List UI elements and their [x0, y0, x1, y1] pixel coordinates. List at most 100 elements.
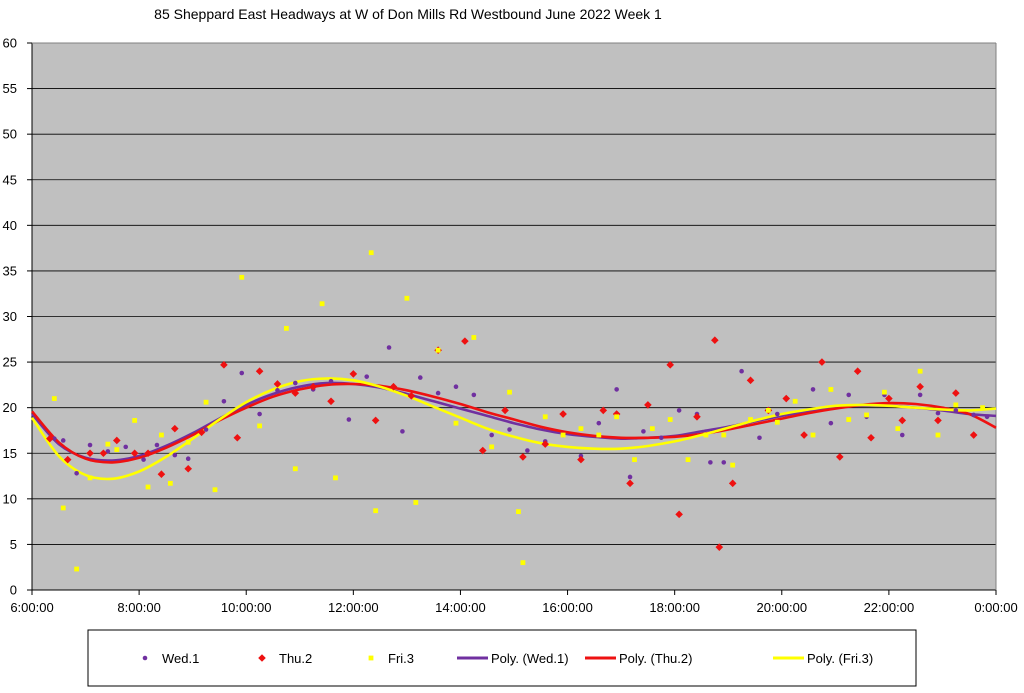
point-fri-3	[239, 274, 245, 280]
point-thu-2	[675, 510, 683, 519]
legend-label-poly-fri-3: Poly. (Fri.3)	[807, 651, 873, 666]
point-fri-3	[114, 447, 120, 453]
y-axis-ticks: 0 5 10 15 20 25 30 35 40 45 50 55 60	[3, 36, 32, 598]
point-wed-1	[971, 412, 976, 418]
point-wed-1	[953, 408, 959, 413]
x-tick-label: 16:00:00	[542, 600, 593, 615]
point-wed-1	[328, 378, 334, 384]
point-fri-3	[953, 402, 959, 408]
point-fri-3	[257, 423, 263, 429]
point-wed-1	[154, 442, 160, 448]
point-fri-3	[185, 439, 191, 445]
legend-label-wed-1: Wed.1	[162, 651, 199, 666]
point-fri-3	[489, 444, 495, 450]
point-thu-2	[728, 479, 737, 488]
point-wed-1	[74, 471, 79, 476]
point-wed-1	[417, 375, 423, 380]
point-fri-3	[596, 432, 602, 438]
point-thu-2	[46, 434, 54, 443]
y-tick-label: 30	[3, 309, 17, 324]
point-wed-1	[899, 432, 905, 438]
point-fri-3	[578, 426, 584, 432]
point-thu-2	[291, 389, 300, 397]
point-thu-2	[157, 470, 166, 479]
point-fri-3	[935, 432, 941, 438]
point-thu-2	[389, 382, 398, 391]
point-thu-2	[220, 361, 228, 369]
point-thu-2	[835, 453, 844, 461]
point-thu-2	[853, 367, 862, 375]
point-thu-2	[626, 479, 634, 488]
point-wed-1	[775, 411, 780, 417]
point-wed-1	[676, 408, 682, 413]
x-tick-label: 14:00:00	[435, 600, 486, 615]
point-wed-1	[435, 390, 441, 396]
point-fri-3	[368, 250, 374, 256]
point-thu-2	[711, 336, 719, 345]
y-tick-label: 40	[3, 218, 17, 233]
x-tick-label: 8:00:00	[117, 600, 160, 615]
point-fri-3	[471, 335, 477, 340]
point-fri-3	[516, 509, 521, 514]
point-thu-2	[63, 455, 72, 464]
point-wed-1	[471, 392, 477, 398]
point-wed-1	[275, 388, 280, 393]
x-tick-label: 22:00:00	[864, 600, 915, 615]
chart-title: 85 Sheppard East Headways at W of Don Mi…	[154, 6, 662, 22]
point-fri-3	[159, 432, 164, 438]
point-thu-2	[478, 446, 487, 455]
gridlines	[32, 42, 996, 545]
point-thu-2	[171, 424, 179, 433]
point-fri-3	[105, 441, 111, 447]
point-thu-2	[255, 367, 264, 375]
point-thu-2	[461, 337, 469, 345]
point-wed-1	[525, 448, 530, 453]
point-thu-2	[144, 449, 152, 458]
point-fri-3	[632, 457, 637, 463]
point-wed-1	[123, 444, 129, 450]
trendline-poly-thu-2	[31, 382, 997, 464]
point-wed-1	[172, 452, 178, 458]
point-fri-3	[895, 426, 901, 432]
point-fri-3	[520, 560, 526, 566]
point-wed-1	[757, 435, 762, 441]
point-wed-1	[614, 387, 619, 392]
point-thu-2	[371, 416, 380, 425]
point-wed-1	[641, 429, 646, 434]
point-thu-2	[112, 436, 121, 445]
point-wed-1	[810, 387, 816, 392]
point-fri-3	[810, 432, 816, 438]
point-thu-2	[309, 382, 317, 391]
point-thu-2	[934, 416, 942, 425]
point-fri-3	[373, 508, 379, 514]
point-fri-3	[917, 368, 923, 374]
point-thu-2	[519, 453, 527, 461]
y-tick-label: 25	[3, 355, 17, 370]
point-thu-2	[746, 376, 755, 385]
point-fri-3	[864, 412, 869, 418]
point-thu-2	[867, 433, 875, 442]
y-tick-label: 10	[3, 491, 17, 506]
point-wed-1	[257, 411, 262, 417]
data-points	[46, 250, 990, 572]
point-fri-3	[404, 295, 410, 301]
point-fri-3	[765, 408, 771, 413]
point-fri-3	[435, 347, 441, 353]
point-fri-3	[292, 466, 298, 472]
point-thu-2	[86, 449, 94, 458]
point-fri-3	[882, 389, 887, 395]
point-thu-2	[782, 394, 791, 403]
point-fri-3	[649, 426, 655, 432]
point-wed-1	[846, 392, 852, 398]
point-fri-3	[774, 419, 780, 425]
point-fri-3	[667, 417, 673, 422]
y-tick-label: 5	[10, 537, 17, 552]
point-fri-3	[132, 418, 138, 423]
legend-swatch-fri-3	[368, 655, 374, 661]
point-wed-1	[917, 392, 923, 398]
point-wed-1	[935, 410, 941, 416]
x-tick-label: 20:00:00	[756, 600, 807, 615]
point-wed-1	[721, 460, 727, 465]
point-thu-2	[327, 397, 335, 406]
x-tick-label: 18:00:00	[649, 600, 700, 615]
